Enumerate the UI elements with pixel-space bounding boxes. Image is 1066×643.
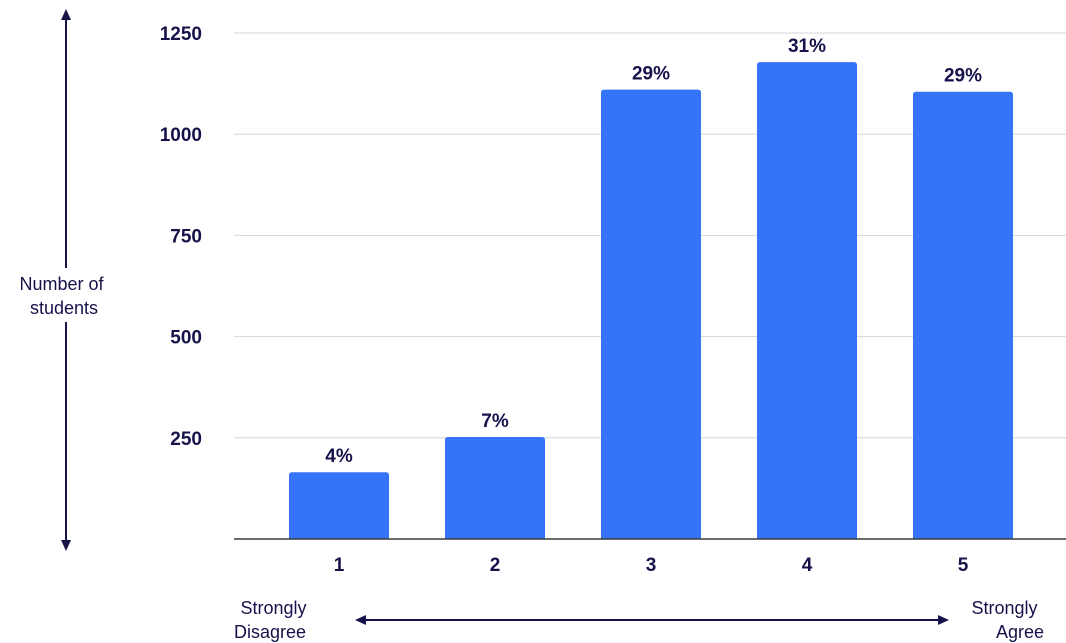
data-label: 4% bbox=[325, 446, 353, 467]
y-tick-label: 1000 bbox=[160, 125, 202, 146]
x-tick-label: 3 bbox=[646, 555, 657, 576]
data-label: 29% bbox=[632, 64, 670, 85]
x-tick-label: 4 bbox=[802, 555, 813, 576]
bar-5 bbox=[913, 91, 1013, 540]
x-scale-right-label: Strongly Agree bbox=[971, 598, 1044, 642]
arrow-down-icon bbox=[61, 540, 71, 551]
y-tick-label: 750 bbox=[170, 226, 202, 247]
y-tick-label: 250 bbox=[170, 429, 202, 450]
x-tick-label: 1 bbox=[334, 555, 345, 576]
data-label: 29% bbox=[944, 66, 982, 87]
x-scale-left-label: Strongly Disagree bbox=[234, 598, 312, 642]
x-tick-label: 2 bbox=[490, 555, 501, 576]
y-axis-arrow bbox=[61, 9, 71, 551]
x-tick-label: 5 bbox=[958, 555, 969, 576]
bar-1 bbox=[289, 472, 389, 539]
arrow-left-icon bbox=[355, 615, 366, 625]
bars bbox=[289, 62, 1013, 540]
arrow-right-icon bbox=[938, 615, 949, 625]
data-labels: 4% 7% 29% 31% 29% bbox=[325, 36, 982, 467]
y-tick-label: 1250 bbox=[160, 24, 202, 45]
bar-2 bbox=[445, 436, 545, 539]
y-tick-labels: 250 500 750 1000 1250 bbox=[160, 24, 202, 450]
data-label: 7% bbox=[481, 411, 509, 432]
bar-3 bbox=[601, 89, 701, 539]
bar-4 bbox=[757, 62, 857, 539]
x-tick-labels: 1 2 3 4 5 bbox=[334, 555, 969, 576]
y-tick-label: 500 bbox=[170, 328, 202, 349]
data-label: 31% bbox=[788, 36, 826, 57]
arrow-up-icon bbox=[61, 9, 71, 20]
y-axis-label: Number of students bbox=[19, 274, 108, 318]
x-scale-arrow bbox=[355, 615, 949, 625]
